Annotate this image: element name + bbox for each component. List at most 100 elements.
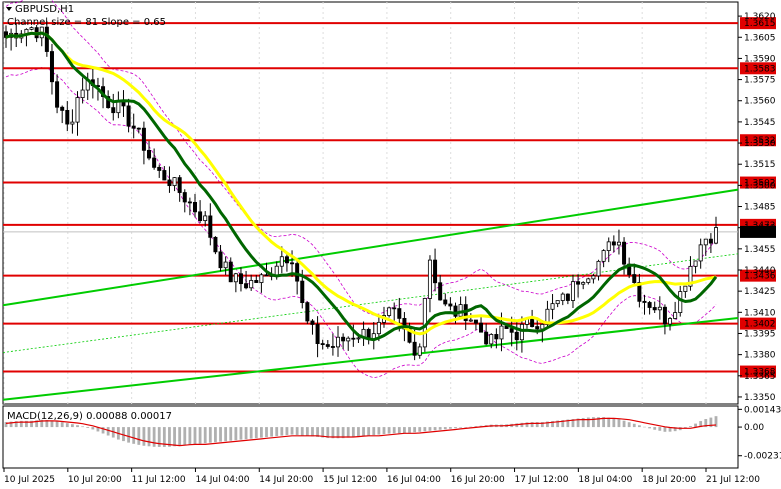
candle-body <box>279 256 284 267</box>
candle-body <box>238 273 243 285</box>
candles-layer <box>4 20 719 361</box>
candle-body <box>249 280 254 289</box>
macd-title: MACD(12,26,9) 0.00088 0.00017 <box>7 411 172 422</box>
macd-histogram-bar <box>469 426 473 428</box>
candle-body <box>203 215 208 222</box>
macd-histogram-bar <box>357 427 360 437</box>
candle-body <box>484 331 489 345</box>
macd-histogram-bar <box>183 427 187 446</box>
candle-body <box>208 215 213 238</box>
macd-histogram-bar <box>689 426 692 428</box>
macd-histogram-bar <box>198 427 202 444</box>
candle-body <box>657 306 662 311</box>
macd-histogram-bar <box>65 423 69 428</box>
y-tick-label: 1.3440 <box>744 266 776 276</box>
price-axis: 1.3620 1.3605 1.3590 1.3575 1.3560 1.3545 1.35… <box>738 12 776 403</box>
candle-body <box>315 324 320 344</box>
macd-histogram-bar <box>331 427 335 439</box>
ma-slow-line <box>5 31 717 336</box>
macd-histogram-bar <box>127 427 130 443</box>
macd-histogram-bar <box>540 422 544 428</box>
y-tick-label: 1.3515 <box>744 160 776 170</box>
macd-histogram-bar <box>586 417 590 428</box>
macd-histogram-bar <box>285 427 289 436</box>
candle-body <box>688 265 693 287</box>
candle-body <box>586 278 591 283</box>
candle-body <box>458 304 463 317</box>
macd-histogram-bar <box>290 427 294 435</box>
candle-body <box>192 201 197 213</box>
macd-histogram-bar <box>438 427 442 430</box>
candle-body <box>570 281 575 301</box>
candle-body <box>468 319 473 322</box>
macd-histogram-bar <box>561 420 565 428</box>
macd-histogram-bar <box>280 427 284 436</box>
y-tick-label: 1.3545 <box>744 118 776 128</box>
macd-histogram-bar <box>433 427 437 431</box>
macd-histogram-bar <box>244 427 248 440</box>
candle-body <box>397 308 402 319</box>
macd-histogram-bar <box>581 417 585 428</box>
candle-body <box>223 261 228 269</box>
macd-histogram-bar <box>76 425 79 428</box>
candle-body <box>632 274 637 283</box>
macd-histogram-bar <box>699 421 703 428</box>
macd-histogram-bar <box>35 420 39 428</box>
current-price-label: 1.3467 <box>744 228 776 238</box>
y-tick-label: 1.3620 <box>744 12 776 22</box>
x-tick-label: 18 Jul 20:00 <box>642 475 696 485</box>
candle-body <box>555 300 560 305</box>
macd-histogram-bar <box>362 427 365 437</box>
dropdown-triangle-icon[interactable] <box>6 7 12 11</box>
macd-y-tick-label: -0.00231 <box>744 452 781 462</box>
macd-histogram-bar <box>709 417 713 428</box>
macd-histogram-bar <box>157 427 161 447</box>
y-tick-label: 1.3365 <box>744 372 776 382</box>
price-panel-frame <box>2 1 739 405</box>
candle-body <box>698 244 703 262</box>
level-tag <box>740 62 776 75</box>
y-tick-label: 1.3470 <box>744 224 776 234</box>
macd-histogram-bar <box>392 427 396 434</box>
candle-body <box>290 262 295 265</box>
macd-y-tick-label: 0.00143 <box>744 405 781 415</box>
macd-histogram-bar <box>648 427 651 429</box>
candle-body <box>295 263 300 282</box>
candle-body <box>509 328 514 333</box>
candle-body <box>427 259 432 299</box>
candle-body <box>182 192 187 203</box>
y-tick-label: 1.3350 <box>744 393 776 403</box>
macd-histogram-bar <box>19 420 23 428</box>
macd-histogram-bar <box>448 427 452 429</box>
x-tick-label: 21 Jul 12:00 <box>706 475 760 485</box>
candle-body <box>254 280 259 283</box>
macd-histogram-bar <box>668 427 672 432</box>
candle-body <box>652 307 657 311</box>
candle-body <box>4 31 9 38</box>
candle-body <box>673 312 678 319</box>
candle-body <box>60 106 65 111</box>
candle-body <box>473 319 478 324</box>
macd-histogram-bar <box>576 418 580 428</box>
candle-body <box>177 177 182 193</box>
level-label: 1.3472 <box>744 221 776 231</box>
macd-histogram-bar <box>694 423 697 428</box>
y-tick-label: 1.3560 <box>744 97 776 107</box>
macd-histogram-bar <box>612 418 616 428</box>
macd-histogram-bar <box>311 427 314 437</box>
level-tag <box>740 317 776 330</box>
macd-histogram-bar <box>627 422 631 428</box>
candle-body <box>662 306 667 325</box>
candle-body <box>320 343 325 345</box>
candle-body <box>683 285 688 292</box>
candle-body <box>70 121 75 125</box>
y-tick-label: 1.3575 <box>744 76 776 86</box>
level-tag <box>740 176 776 189</box>
candle-body <box>75 97 80 123</box>
level-tag <box>740 134 776 147</box>
macd-histogram-bar <box>525 422 529 428</box>
y-tick-label: 1.3590 <box>744 54 776 64</box>
channel-upper-line <box>2 188 739 307</box>
macd-histogram-bar <box>658 427 662 431</box>
macd-histogram-bar <box>592 417 595 428</box>
